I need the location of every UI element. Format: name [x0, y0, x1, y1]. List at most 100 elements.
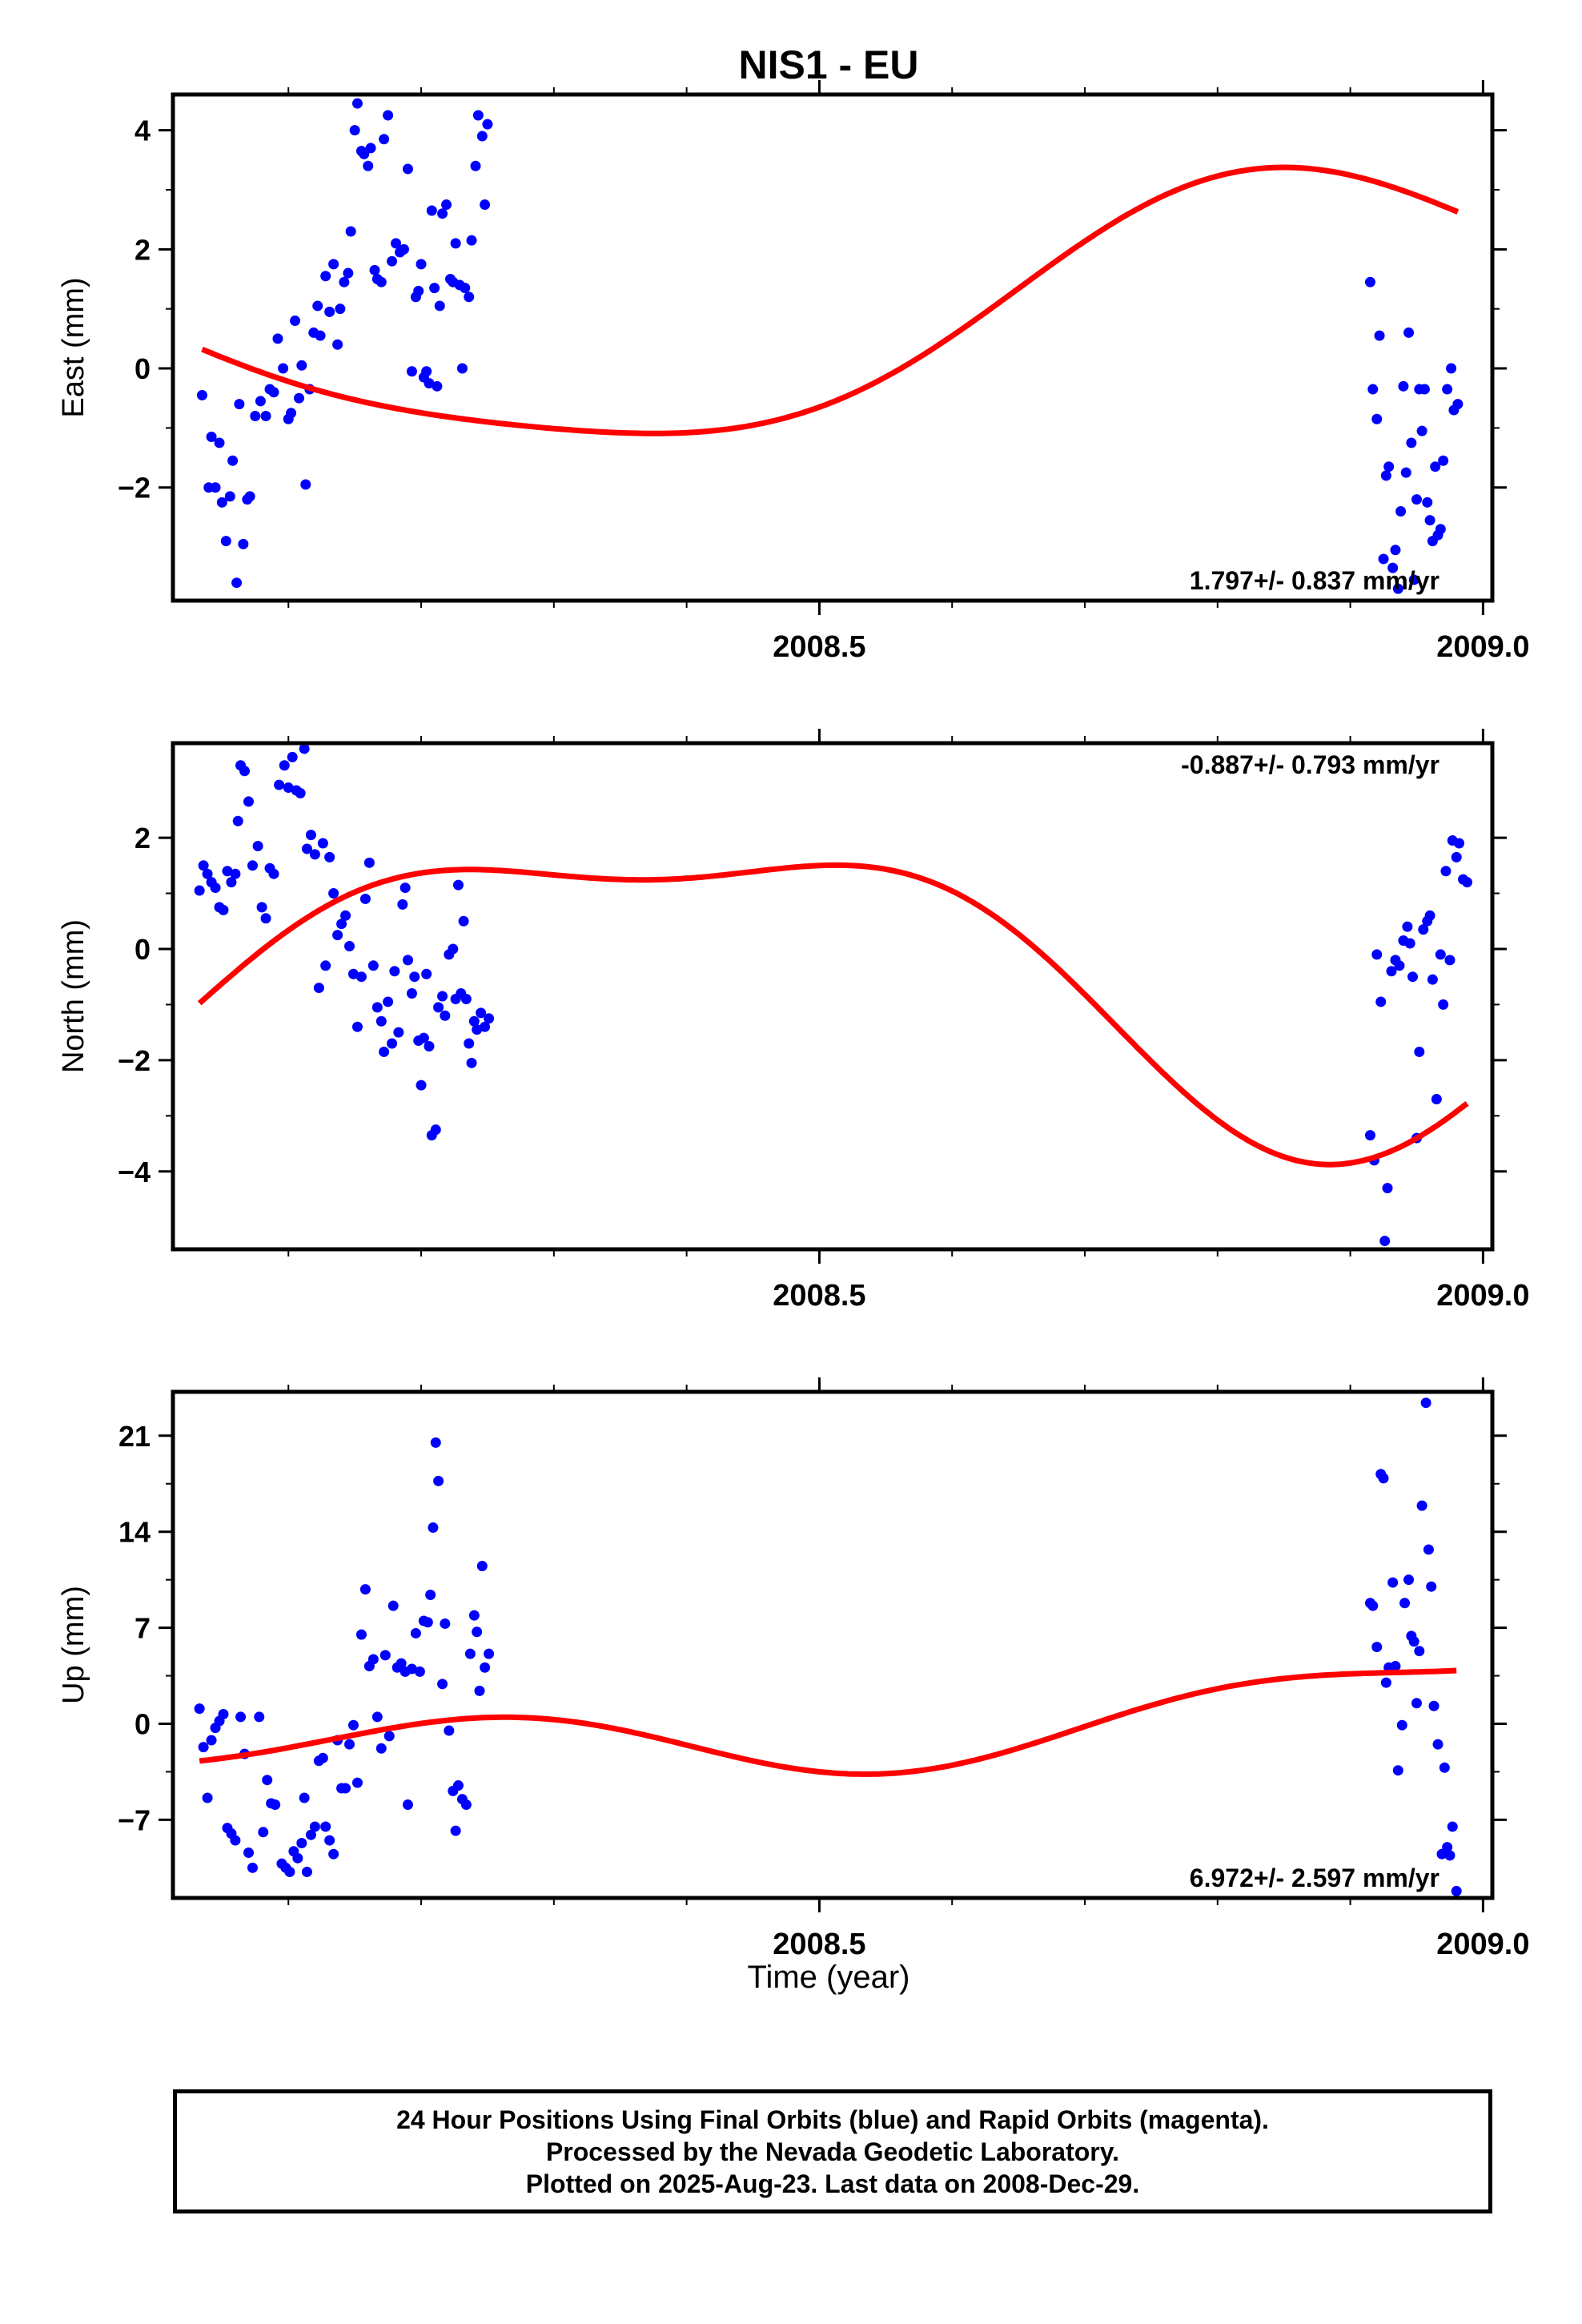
data-point: [328, 259, 339, 270]
data-point: [1404, 938, 1415, 949]
data-point: [1378, 553, 1389, 565]
data-point: [437, 991, 448, 1002]
x-tick-label: 2009.0: [1436, 1928, 1529, 1961]
data-point: [283, 782, 294, 794]
data-point: [480, 1662, 491, 1673]
data-point: [460, 993, 472, 1004]
data-point: [379, 1650, 391, 1661]
data-point: [231, 577, 243, 589]
data-point: [371, 1711, 383, 1723]
y-tick-label: 0: [135, 352, 151, 385]
data-point: [1395, 505, 1407, 517]
data-point: [196, 389, 207, 400]
data-point: [422, 1617, 433, 1628]
data-point: [416, 259, 427, 270]
data-point: [416, 1080, 427, 1091]
y-tick-label: 0: [135, 933, 151, 966]
x-tick-label: 2009.0: [1436, 630, 1529, 664]
north-model-curve: [197, 862, 1469, 1168]
data-point: [379, 134, 390, 145]
data-point: [424, 1041, 435, 1052]
data-point: [1442, 384, 1453, 395]
data-point: [343, 267, 354, 279]
data-point: [472, 1024, 483, 1035]
data-point: [433, 1475, 444, 1486]
up-rate-label: 6.972+/- 2.597 mm/yr: [1190, 1864, 1439, 1892]
x-tick-label: 2008.5: [773, 630, 865, 664]
data-point: [335, 304, 346, 315]
data-point: [1438, 455, 1449, 466]
data-point: [202, 868, 213, 879]
data-point: [252, 840, 263, 851]
data-point: [476, 1007, 487, 1019]
data-point: [1387, 562, 1399, 573]
data-point: [1454, 838, 1465, 849]
east-data-points: [196, 98, 1464, 594]
data-point: [260, 913, 271, 924]
data-point: [1451, 1885, 1462, 1896]
data-point: [434, 300, 445, 312]
up-y-axis-label: Up (mm): [57, 1586, 90, 1704]
data-point: [425, 1589, 436, 1600]
y-tick-label: 14: [118, 1516, 151, 1549]
data-point: [1411, 494, 1422, 505]
data-point: [290, 316, 301, 327]
data-point: [1435, 949, 1446, 960]
data-point: [301, 1866, 312, 1877]
data-point: [260, 411, 271, 422]
data-point: [1380, 1677, 1391, 1688]
data-point: [484, 1013, 495, 1024]
data-point: [1416, 425, 1427, 436]
x-tick-label: 2008.5: [773, 1928, 865, 1961]
data-point: [279, 760, 290, 771]
data-point: [1390, 545, 1401, 556]
data-point: [440, 1010, 451, 1021]
data-point: [359, 148, 370, 159]
data-point: [1403, 1574, 1415, 1586]
data-point: [235, 1711, 247, 1723]
data-point: [262, 1775, 273, 1786]
data-point: [432, 380, 443, 392]
data-point: [1371, 1642, 1383, 1653]
up-data-points: [194, 1397, 1462, 1896]
data-point: [324, 851, 335, 862]
y-tick-label: 0: [135, 1707, 151, 1740]
data-point: [292, 1852, 303, 1864]
data-point: [1380, 470, 1391, 481]
footer-notes: 24 Hour Positions Using Final Orbits (bl…: [173, 2089, 1492, 2213]
data-point: [320, 1821, 331, 1832]
data-point: [1399, 1598, 1411, 1609]
data-point: [1444, 1850, 1456, 1861]
data-point: [309, 849, 320, 860]
data-point: [1447, 1821, 1458, 1832]
data-point: [1418, 924, 1429, 935]
data-point: [317, 838, 328, 849]
data-point: [1383, 461, 1395, 472]
east-model-curve: [201, 164, 1460, 436]
data-point: [344, 940, 355, 951]
data-point: [255, 396, 266, 407]
data-point: [428, 1522, 439, 1534]
footer-line-plotted: Plotted on 2025-Aug-23. Last data on 200…: [525, 2169, 1140, 2198]
data-point: [210, 883, 221, 894]
data-point: [400, 883, 411, 894]
data-point: [472, 1626, 483, 1638]
data-point: [1390, 1661, 1401, 1672]
data-point: [216, 497, 227, 508]
data-point: [397, 899, 408, 910]
data-point: [313, 983, 324, 994]
data-point: [421, 968, 432, 979]
data-point: [324, 1835, 335, 1846]
data-point: [480, 199, 491, 211]
y-tick-label: 7: [135, 1612, 151, 1645]
data-point: [406, 988, 417, 999]
data-point: [365, 143, 376, 154]
data-point: [220, 536, 231, 547]
data-point: [339, 276, 350, 287]
data-point: [472, 110, 484, 121]
data-point: [315, 330, 326, 341]
data-point: [441, 199, 452, 211]
data-point: [468, 1015, 480, 1027]
data-point: [202, 1792, 213, 1803]
data-point: [456, 363, 468, 374]
